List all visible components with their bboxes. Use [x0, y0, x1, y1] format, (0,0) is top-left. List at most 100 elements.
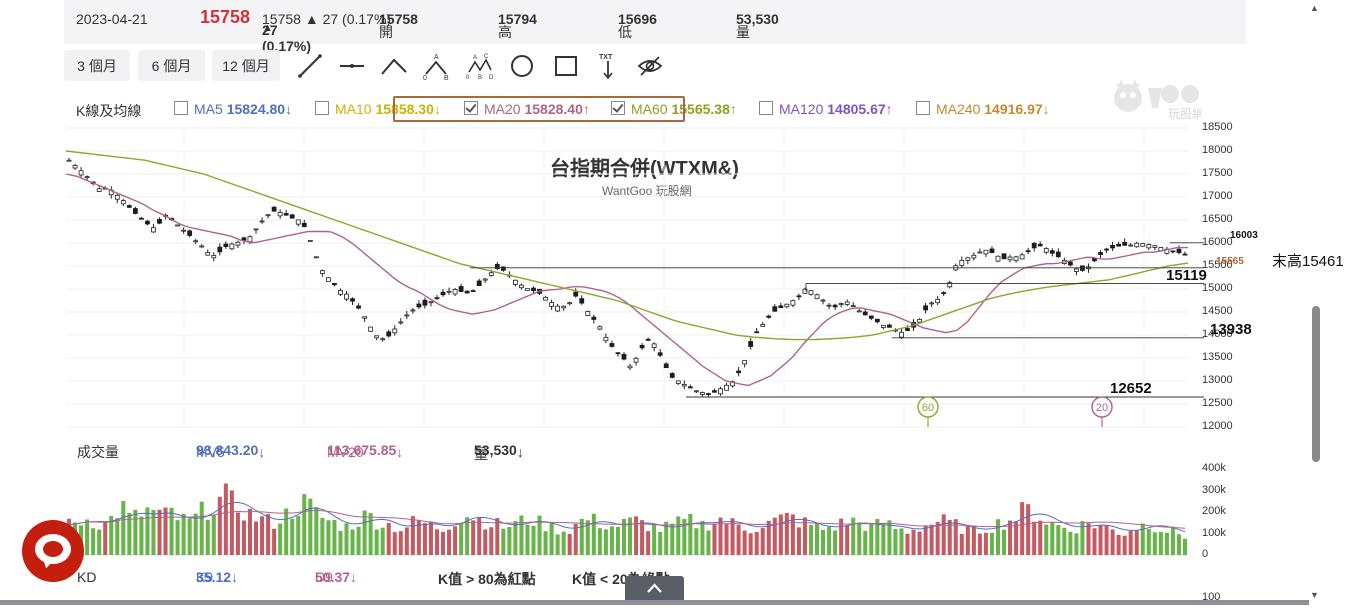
k9-item[interactable]: K9 35.12 ↓: [196, 569, 238, 585]
abc-pattern-icon[interactable]: A 0 B: [422, 52, 450, 82]
volume-bar: [531, 525, 536, 555]
volume-bar: [670, 523, 675, 555]
chat-bubble-hole: [43, 541, 63, 557]
volume-bar: [929, 524, 934, 555]
candle: [319, 270, 325, 274]
volume-bar: [489, 527, 494, 555]
quote-price: 15758: [200, 7, 251, 27]
candle: [905, 328, 910, 331]
circle-icon[interactable]: [508, 52, 536, 80]
abcd-label-0: 0: [466, 75, 470, 80]
volume-bar: [989, 532, 994, 555]
volume-bar: [1092, 528, 1097, 555]
vol-item[interactable]: 量 53,530 ↓: [474, 442, 524, 462]
price-axis-tick: 13500: [1202, 351, 1233, 363]
ma-highlight-box: [393, 96, 685, 122]
volume-bar: [827, 526, 832, 555]
ma10-checkbox[interactable]: [315, 101, 329, 115]
ma5-toggle[interactable]: MA5 15824.80↓: [174, 101, 292, 117]
mv20-item[interactable]: MV20 113,675.85 ↓: [327, 442, 403, 460]
ma240-name: MA240: [936, 101, 981, 117]
ma120-toggle[interactable]: MA120 14805.67↑: [759, 101, 893, 117]
volume-bar: [453, 526, 458, 555]
volume-value: 53,530: [736, 11, 779, 27]
d9-item[interactable]: D9 50.37 ↓: [315, 569, 357, 585]
ma60-checkbox[interactable]: [611, 101, 625, 115]
mv5-label: MV5: [196, 444, 225, 460]
volume-bar: [778, 514, 783, 555]
volume-bar: [1080, 521, 1085, 555]
ma20-checkbox[interactable]: [464, 101, 478, 115]
mv5-item[interactable]: MV5 93,843.20 ↓: [196, 442, 265, 460]
candle: [470, 290, 476, 292]
ma60-toggle[interactable]: MA60 15565.38↑: [611, 101, 737, 117]
period-12m-button[interactable]: 12 個月: [212, 50, 280, 81]
candle: [772, 306, 778, 312]
volume-bar: [290, 518, 295, 555]
candle: [301, 222, 307, 228]
candle: [1134, 242, 1140, 248]
scroll-up-icon[interactable]: ▲: [1310, 3, 1319, 13]
volume-bar: [971, 525, 976, 555]
volume-bar: [893, 529, 898, 555]
volume-bar: [694, 528, 699, 555]
text-icon[interactable]: TXT: [594, 52, 622, 80]
ma20-arrow: ↑: [582, 101, 590, 117]
volume-bar: [621, 518, 626, 555]
horizontal-line-icon[interactable]: [338, 52, 366, 80]
ma240-toggle[interactable]: MA240 14916.97↓: [916, 101, 1050, 117]
volume-bar: [404, 527, 409, 555]
volume-bar: [187, 518, 192, 555]
vol-value: 53,530: [474, 442, 517, 458]
candle: [265, 214, 271, 217]
candle: [1176, 248, 1182, 254]
candle: [651, 343, 657, 348]
volume-bar: [1170, 526, 1175, 555]
candle: [971, 254, 977, 259]
ma120-checkbox[interactable]: [759, 101, 773, 115]
volume-label: 量: [736, 24, 750, 40]
volume-bar: [241, 520, 246, 555]
volume-bar: [833, 530, 838, 555]
volume-bar: [796, 527, 801, 555]
ma10-toggle[interactable]: MA10 15858.30↓: [315, 101, 441, 117]
k9-value: 35.12: [196, 569, 232, 585]
trend-line-icon[interactable]: [296, 52, 324, 80]
abcd-pattern-icon[interactable]: A C 0 B D: [466, 52, 494, 81]
ma20-value: 15828.40: [524, 101, 583, 117]
volume-bar: [845, 525, 850, 555]
candle: [868, 315, 874, 319]
volume-bar: [139, 516, 144, 555]
volume-bar: [802, 517, 807, 555]
candle: [1116, 243, 1122, 247]
volume-bar: [483, 529, 488, 555]
price-chart[interactable]: 60 20: [64, 120, 1204, 560]
scroll-down-icon[interactable]: ▼: [1310, 590, 1319, 600]
volume-bar: [790, 514, 795, 555]
ma20-name: MA20: [484, 101, 521, 117]
candle: [543, 296, 548, 301]
period-3m-button[interactable]: 3 個月: [64, 50, 130, 81]
candle: [494, 264, 500, 269]
ma20-toggle[interactable]: MA20 15828.40↑: [464, 101, 590, 117]
ma120-arrow: ↑: [885, 101, 893, 117]
volume-bar: [193, 513, 198, 555]
rectangle-icon[interactable]: [552, 52, 580, 80]
wantgoo-logo: 玩股網: [1110, 78, 1204, 124]
volume-bar: [718, 517, 723, 555]
scrollbar-thumb[interactable]: [1312, 306, 1320, 462]
hide-icon[interactable]: [636, 52, 664, 80]
period-6m-button[interactable]: 6 個月: [138, 50, 205, 81]
candle: [1049, 250, 1055, 254]
page-scrollbar[interactable]: [1309, 0, 1323, 605]
chat-button[interactable]: [22, 520, 84, 582]
volume-bar: [537, 515, 542, 555]
polyline-icon[interactable]: [380, 52, 408, 80]
ma5-checkbox[interactable]: [174, 101, 188, 115]
volume-bar: [344, 523, 349, 555]
candle: [947, 282, 953, 288]
candle: [778, 305, 784, 309]
up-triangle-icon: ▲: [262, 22, 273, 34]
ma60-name: MA60: [631, 101, 668, 117]
ma240-checkbox[interactable]: [916, 101, 930, 115]
